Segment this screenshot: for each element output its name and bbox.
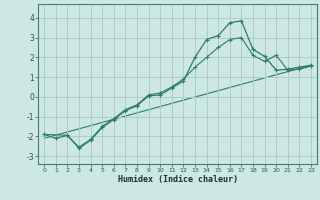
- X-axis label: Humidex (Indice chaleur): Humidex (Indice chaleur): [118, 175, 238, 184]
